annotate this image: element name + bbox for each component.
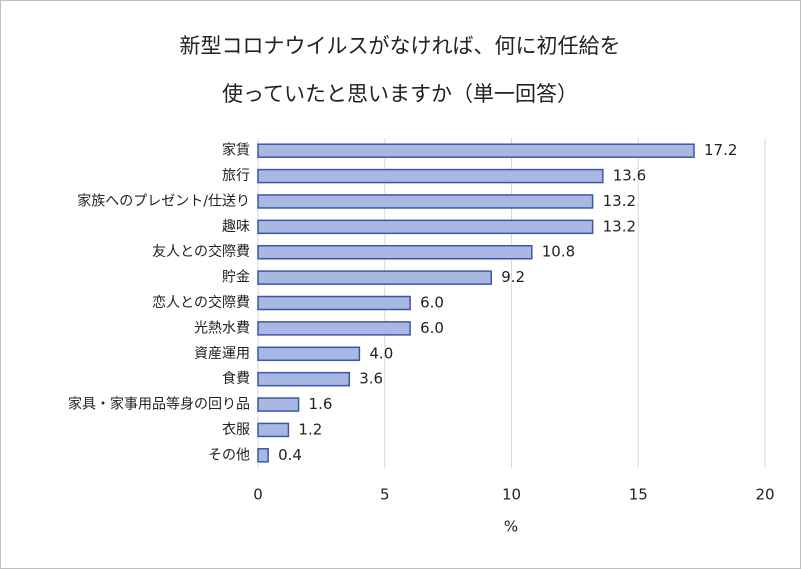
bar bbox=[257, 295, 411, 311]
value-label: 1.2 bbox=[298, 420, 322, 438]
bar bbox=[257, 346, 361, 362]
y-tick-label: 恋人との交際費 bbox=[152, 294, 250, 311]
bar bbox=[257, 244, 533, 260]
y-tick-label: 貯金 bbox=[222, 270, 250, 286]
value-label: 6.0 bbox=[420, 294, 444, 312]
value-label: 4.0 bbox=[369, 344, 393, 362]
chart-title: 新型コロナウイルスがなければ、何に初任給を bbox=[180, 34, 621, 58]
value-label: 9.2 bbox=[501, 268, 525, 286]
y-tick-label: 食費 bbox=[222, 370, 250, 387]
value-label: 13.2 bbox=[603, 192, 636, 210]
y-tick-label: 家具・家事用品等身の回り品 bbox=[68, 396, 250, 413]
bar bbox=[257, 321, 411, 336]
bar bbox=[257, 143, 695, 158]
value-label: 0.4 bbox=[278, 446, 302, 464]
x-tick-label: 0 bbox=[253, 486, 263, 504]
chart-title: 使っていたと思いますか（単一回答） bbox=[222, 82, 578, 106]
bar bbox=[257, 168, 604, 184]
x-tick-label: 20 bbox=[755, 486, 774, 504]
y-tick-label: 家賃 bbox=[222, 142, 250, 159]
value-label: 17.2 bbox=[704, 141, 737, 159]
y-tick-label: 趣味 bbox=[222, 219, 250, 235]
y-tick-label: 旅行 bbox=[222, 168, 250, 184]
bar bbox=[257, 194, 594, 209]
x-axis-label: % bbox=[504, 518, 518, 536]
value-label: 3.6 bbox=[359, 370, 383, 388]
x-tick-label: 15 bbox=[629, 486, 648, 504]
value-label: 10.8 bbox=[542, 243, 575, 261]
y-tick-label: 光熱水費 bbox=[194, 320, 250, 336]
y-tick-label: 資産運用 bbox=[194, 346, 250, 362]
value-label: 6.0 bbox=[420, 319, 444, 337]
y-tick-label: 衣服 bbox=[222, 422, 250, 438]
bar bbox=[257, 422, 290, 438]
y-tick-label: 友人との交際費 bbox=[152, 243, 250, 260]
bar bbox=[257, 270, 492, 285]
bar bbox=[257, 448, 269, 463]
bar bbox=[257, 371, 351, 387]
y-tick-label: 家族へのプレゼント/仕送り bbox=[77, 192, 250, 209]
value-label: 13.2 bbox=[603, 217, 636, 235]
bar bbox=[257, 219, 594, 235]
value-label: 1.6 bbox=[309, 395, 333, 413]
bar bbox=[257, 397, 300, 412]
value-label: 13.6 bbox=[613, 167, 646, 185]
x-tick-label: 10 bbox=[502, 486, 521, 504]
x-tick-label: 5 bbox=[380, 486, 390, 504]
y-tick-label: その他 bbox=[208, 447, 250, 463]
